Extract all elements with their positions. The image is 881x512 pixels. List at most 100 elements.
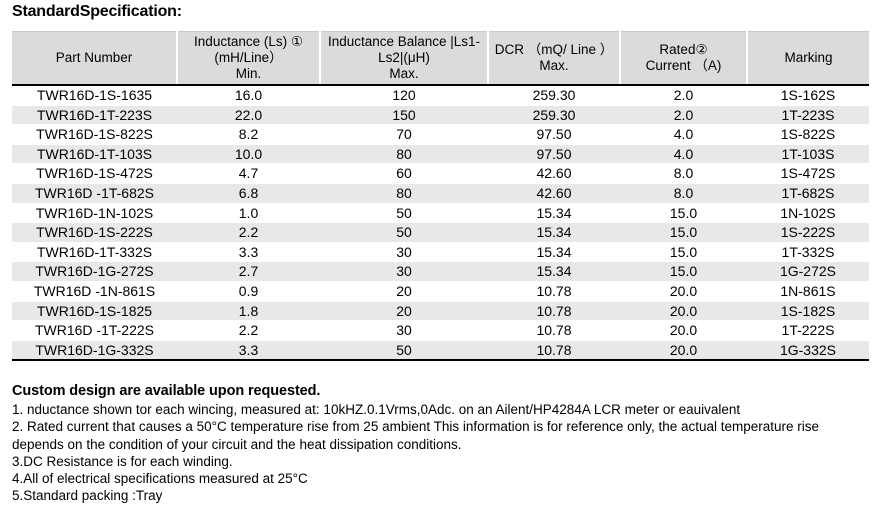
table-row: TWR16D-1T-223S 22.0 150 259.30 2.0 1T-223S [12, 105, 869, 126]
column-header-part-number: Part Number [12, 31, 177, 86]
cell-inductance: 3.3 [238, 341, 259, 358]
table-row: TWR16D-1N-102S 1.0 50 15.34 15.0 1N-102S [12, 203, 869, 224]
spec-table-body: TWR16D-1S-1635 16.0 120 259.30 2.0 1S-162S TWR… [12, 85, 869, 361]
cell-dcr: 42.60 [488, 183, 620, 204]
cell-part-number: TWR16D-1S-472S [12, 163, 177, 184]
column-header-line: Marking [784, 50, 833, 65]
note-line: 4.All of electrical specifications measu… [12, 471, 308, 487]
cell-rated-current: 20.0 [620, 301, 747, 322]
cell-marking: 1T-332S [747, 242, 869, 263]
cell-inductance-balance: 30 [320, 242, 488, 263]
spec-table: Part Number Inductance (Ls) ① (mH/Line） Min… [12, 31, 869, 362]
cell-inductance: 10.0 [177, 144, 320, 165]
cell-dcr: 15.34 [488, 222, 620, 243]
cell-inductance: 4.7 [177, 163, 320, 184]
note-line: 2. Rated current that causes a 50°C temp… [12, 419, 820, 435]
cell-dcr: 15.34 [488, 203, 620, 224]
cell-rated-current: 8.0 [620, 183, 747, 204]
cell-rated-current: 15.0 [620, 261, 747, 282]
cell-inductance: 8.2 [177, 124, 320, 145]
cell-dcr: 15.34 [488, 261, 620, 282]
cell-dcr: 10.78 [488, 281, 620, 302]
cell-rated-current: 15.0 [620, 242, 747, 263]
cell-part-number: TWR16D-1S-1825 [12, 301, 177, 322]
column-header-marking: Marking [746, 31, 869, 86]
table-row: TWR16D-1S-822S 8.2 70 97.50 4.0 1S-822S [12, 124, 869, 145]
cell-marking: 1S-222S [747, 222, 869, 243]
column-header-inductance: Inductance (Ls) ① (mH/Line） Min. [176, 31, 320, 86]
cell-dcr: 42.60 [488, 163, 620, 184]
table-row: TWR16D-1T-332S 3.3 30 15.34 15.0 1T-332S [12, 242, 869, 263]
column-header-line: Current （A) [645, 58, 722, 73]
column-header-line: Max. [389, 66, 419, 81]
cell-dcr: 259.30 [488, 105, 620, 126]
table-row: TWR16D-1T-103S 10.0 80 97.50 4.0 1T-103S [12, 144, 869, 165]
notes-heading: Custom design are available upon request… [12, 383, 321, 399]
cell-inductance: 1.0 [177, 203, 320, 224]
cell-inductance-balance: 60 [320, 163, 488, 184]
table-row: TWR16D -1N-861S 0.9 20 10.78 20.0 1N-861S [12, 281, 869, 302]
cell-part-number: TWR16D-1S-222S [12, 222, 177, 243]
cell-part-number: TWR16D-1N-102S [12, 203, 177, 224]
column-header-dcr: DCR （mQ/ Line ） Max. [487, 31, 620, 86]
table-row: TWR16D-1G-272S 2.7 30 15.34 15.0 1G-272S [12, 261, 869, 282]
cell-part-number: TWR16D -1N-861S [12, 281, 177, 302]
column-header-line: Max. [539, 58, 569, 73]
cell-dcr: 97.50 [488, 144, 620, 165]
note-line: 3.DC Resistance is for each winding. [12, 453, 233, 469]
note-line: 1. nductance shown tor each wincing, mea… [12, 402, 741, 418]
table-row: TWR16D-1S-472S 4.7 60 42.60 8.0 1S-472S [12, 163, 869, 184]
cell-marking: 1S-182S [747, 301, 869, 322]
cell-dcr: 97.50 [488, 124, 620, 145]
cell-marking: 1N-102S [747, 203, 869, 224]
cell-dcr: 10.78 [488, 320, 620, 341]
column-header-line: Inductance (Ls) ① [194, 34, 303, 49]
column-header-line: DCR （mQ/ Line ） [494, 42, 614, 57]
cell-part-number: TWR16D-1G-272S [12, 261, 177, 282]
notes-section: Custom design are available upon request… [12, 383, 872, 504]
cell-inductance-balance: 20 [320, 281, 488, 302]
cell-inductance-balance: 20 [320, 301, 488, 322]
table-row: TWR16D-1G-332S 3.3 50 10.78 20.0 1G-332S [12, 340, 869, 361]
table-row: TWR16D-1S-1635 16.0 120 259.30 2.0 1S-162S [12, 85, 869, 106]
cell-part-number: TWR16D-1S-822S [12, 124, 177, 145]
note-line: depends on the condition of your circuit… [12, 436, 462, 452]
cell-inductance: 3.3 [177, 242, 320, 263]
cell-dcr: 259.30 [488, 85, 620, 106]
table-row: TWR16D-1S-1825 1.8 20 10.78 20.0 1S-182S [12, 301, 869, 322]
cell-part-number: TWR16D-1T-223S [12, 105, 177, 126]
cell-inductance: 2.2 [177, 222, 320, 243]
column-header-line: Part Number [55, 50, 133, 65]
cell-inductance: 2.2 [177, 320, 320, 341]
table-row: TWR16D -1T-682S 6.8 80 42.60 8.0 1T-682S [12, 183, 869, 204]
cell-marking: 1S-162S [747, 85, 869, 106]
cell-inductance-balance: 30 [320, 320, 488, 341]
cell-dcr: 10.78 [536, 341, 572, 358]
column-header-line: Min. [235, 66, 262, 81]
table-row: TWR16D-1S-222S 2.2 50 15.34 15.0 1S-222S [12, 222, 869, 243]
cell-marking: 1G-332S [779, 341, 837, 358]
header-row: Part Number Inductance (Ls) ① (mH/Line） Min… [12, 31, 869, 86]
cell-inductance-balance: 150 [320, 105, 488, 126]
page-title: StandardSpecification: [12, 3, 182, 20]
cell-inductance-balance: 50 [396, 341, 412, 358]
cell-inductance: 2.7 [177, 261, 320, 282]
column-header-rated-current: Rated② Current （A) [619, 31, 747, 86]
cell-inductance-balance: 50 [320, 203, 488, 224]
cell-inductance-balance: 80 [320, 144, 488, 165]
cell-marking: 1S-822S [747, 124, 869, 145]
cell-marking: 1T-103S [747, 144, 869, 165]
cell-rated-current: 15.0 [620, 203, 747, 224]
cell-rated-current: 20.0 [620, 320, 747, 341]
cell-rated-current: 4.0 [620, 124, 747, 145]
cell-dcr: 10.78 [488, 301, 620, 322]
cell-inductance-balance: 120 [320, 85, 488, 106]
cell-rated-current: 20.0 [620, 281, 747, 302]
cell-inductance: 0.9 [177, 281, 320, 302]
cell-inductance-balance: 80 [320, 183, 488, 204]
cell-marking: 1T-682S [747, 183, 869, 204]
cell-rated-current: 2.0 [620, 105, 747, 126]
column-header-line: Rated② [659, 42, 708, 57]
cell-rated-current: 15.0 [620, 222, 747, 243]
cell-part-number: TWR16D-1G-332S [35, 341, 154, 358]
